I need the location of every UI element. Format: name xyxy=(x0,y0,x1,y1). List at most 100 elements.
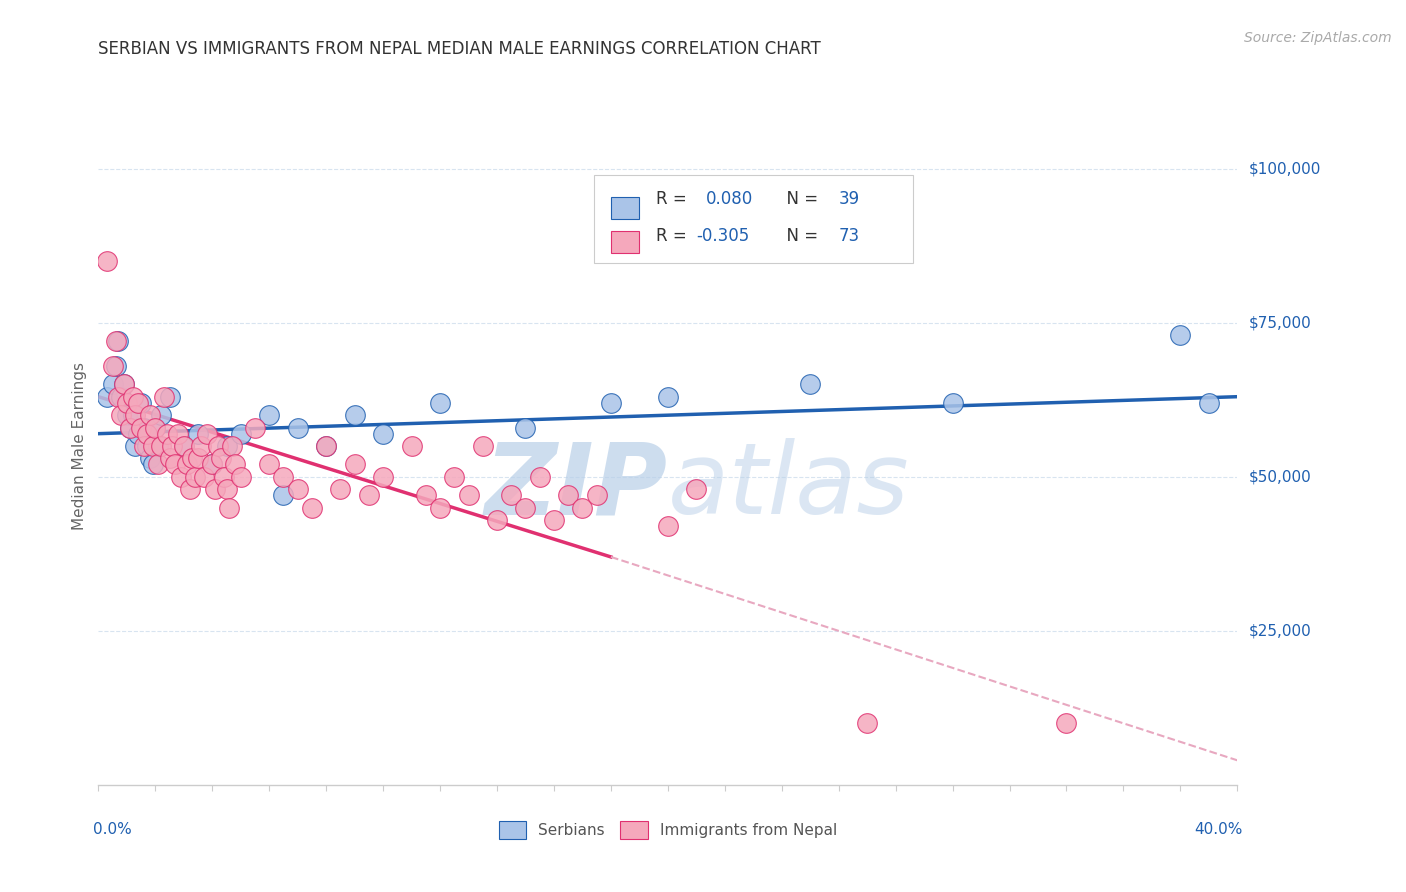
Point xyxy=(127,426,149,441)
Point xyxy=(193,470,215,484)
Point xyxy=(221,439,243,453)
Point xyxy=(212,470,235,484)
Point xyxy=(159,390,181,404)
Point xyxy=(259,458,281,472)
Point xyxy=(101,377,124,392)
Point xyxy=(229,470,252,484)
Y-axis label: Median Male Earnings: Median Male Earnings xyxy=(72,362,87,530)
Point xyxy=(148,439,170,453)
Text: N =: N = xyxy=(776,227,824,244)
Point xyxy=(153,390,176,404)
Point xyxy=(118,420,141,434)
Point xyxy=(685,482,707,496)
Point xyxy=(173,439,195,453)
Point xyxy=(343,408,366,422)
Point xyxy=(215,439,238,453)
Point xyxy=(218,500,240,515)
Point xyxy=(557,488,579,502)
Point xyxy=(224,458,246,472)
Point xyxy=(243,420,266,434)
Text: R =: R = xyxy=(657,190,697,208)
Text: $50,000: $50,000 xyxy=(1249,469,1312,484)
Point xyxy=(132,439,155,453)
Point xyxy=(585,488,607,502)
Point xyxy=(657,519,679,533)
Point xyxy=(287,482,309,496)
Text: $100,000: $100,000 xyxy=(1249,161,1320,176)
Text: 39: 39 xyxy=(839,190,860,208)
Point xyxy=(173,439,195,453)
Point xyxy=(121,390,143,404)
Point xyxy=(195,426,218,441)
Point xyxy=(315,439,337,453)
Point xyxy=(176,458,198,472)
Point xyxy=(1198,396,1220,410)
Point xyxy=(856,716,879,731)
Point xyxy=(124,439,146,453)
Point xyxy=(415,488,437,502)
Point xyxy=(104,334,127,349)
Text: 0.0%: 0.0% xyxy=(93,822,132,838)
Text: ZIP: ZIP xyxy=(485,438,668,535)
Point xyxy=(148,458,170,472)
Point xyxy=(115,408,138,422)
Text: N =: N = xyxy=(776,190,824,208)
Text: $25,000: $25,000 xyxy=(1249,624,1312,639)
Point xyxy=(179,482,201,496)
Point xyxy=(145,420,167,434)
Point xyxy=(429,396,451,410)
Point xyxy=(201,458,224,472)
Point xyxy=(799,377,821,392)
Point xyxy=(159,451,181,466)
Point xyxy=(600,396,623,410)
Point xyxy=(543,513,565,527)
Point xyxy=(401,439,423,453)
Point xyxy=(101,359,124,373)
Point xyxy=(135,426,157,441)
Legend: Serbians, Immigrants from Nepal: Serbians, Immigrants from Nepal xyxy=(492,815,844,845)
Point xyxy=(259,408,281,422)
Point xyxy=(209,451,232,466)
Point xyxy=(138,451,160,466)
Point xyxy=(107,390,129,404)
Point xyxy=(187,451,209,466)
Point xyxy=(112,377,135,392)
Point xyxy=(1056,716,1078,731)
Point xyxy=(357,488,380,502)
Point xyxy=(515,500,537,515)
Point xyxy=(273,470,295,484)
Point xyxy=(150,439,173,453)
Text: 0.080: 0.080 xyxy=(706,190,752,208)
Point xyxy=(162,439,184,453)
Point xyxy=(150,408,173,422)
Point xyxy=(127,396,149,410)
Point xyxy=(110,408,132,422)
Point xyxy=(315,439,337,453)
Point xyxy=(373,470,395,484)
Point xyxy=(187,426,209,441)
Point xyxy=(443,470,465,484)
Text: -0.305: -0.305 xyxy=(696,227,749,244)
Point xyxy=(104,359,127,373)
Point xyxy=(515,420,537,434)
Text: R =: R = xyxy=(657,227,693,244)
Point xyxy=(110,390,132,404)
Point xyxy=(118,420,141,434)
Point xyxy=(942,396,965,410)
Point xyxy=(190,439,212,453)
Point xyxy=(201,458,224,472)
Point xyxy=(329,482,352,496)
Point xyxy=(529,470,551,484)
Point xyxy=(170,470,193,484)
Text: atlas: atlas xyxy=(668,438,910,535)
Point xyxy=(138,408,160,422)
Point xyxy=(135,439,157,453)
Point xyxy=(121,408,143,422)
Point xyxy=(96,254,118,268)
Point xyxy=(429,500,451,515)
Point xyxy=(156,426,179,441)
Point xyxy=(141,439,163,453)
Point xyxy=(657,390,679,404)
Text: 73: 73 xyxy=(839,227,860,244)
Text: SERBIAN VS IMMIGRANTS FROM NEPAL MEDIAN MALE EARNINGS CORRELATION CHART: SERBIAN VS IMMIGRANTS FROM NEPAL MEDIAN … xyxy=(98,40,821,58)
